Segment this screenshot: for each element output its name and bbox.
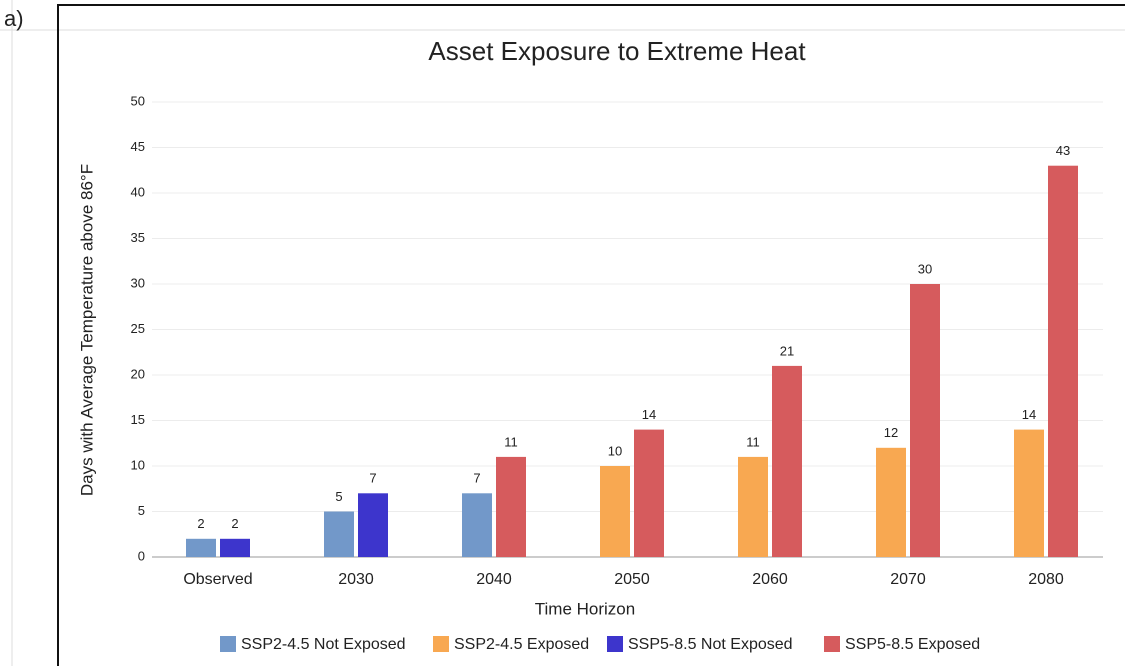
x-tick-label: 2060 — [752, 571, 788, 588]
x-tick-label: 2070 — [890, 571, 926, 588]
x-axis-title: Time Horizon — [535, 599, 635, 618]
value-label: 30 — [918, 261, 932, 276]
bar — [772, 365, 802, 557]
y-tick-label: 0 — [138, 548, 145, 563]
value-label: 43 — [1056, 143, 1070, 158]
bar — [600, 466, 630, 557]
value-label: 5 — [335, 489, 342, 504]
y-tick-label: 20 — [131, 366, 145, 381]
legend-swatch — [433, 636, 449, 652]
chart-title: Asset Exposure to Extreme Heat — [428, 36, 806, 66]
bar — [324, 511, 354, 557]
x-tick-label: 2030 — [338, 571, 374, 588]
value-label: 10 — [608, 443, 622, 458]
value-label: 14 — [1022, 407, 1036, 422]
x-tick-label: Observed — [183, 571, 252, 588]
y-tick-label: 25 — [131, 321, 145, 336]
x-tick-label: 2040 — [476, 571, 512, 588]
bar — [1048, 165, 1078, 557]
legend-label: SSP5-8.5 Exposed — [845, 636, 980, 653]
y-tick-label: 50 — [131, 93, 145, 108]
legend-swatch — [607, 636, 623, 652]
value-label: 12 — [884, 425, 898, 440]
bar — [496, 456, 526, 557]
bar — [186, 538, 216, 557]
bar — [220, 538, 250, 557]
legend-swatch — [824, 636, 840, 652]
value-label: 14 — [642, 407, 656, 422]
legend-label: SSP2-4.5 Exposed — [454, 636, 589, 653]
legend-label: SSP2-4.5 Not Exposed — [241, 636, 406, 653]
bar — [876, 447, 906, 557]
y-tick-label: 5 — [138, 503, 145, 518]
legend-swatch — [220, 636, 236, 652]
bar — [910, 284, 940, 557]
y-tick-label: 35 — [131, 230, 145, 245]
y-tick-label: 40 — [131, 184, 145, 199]
value-label: 7 — [473, 471, 480, 486]
bar — [1014, 429, 1044, 557]
bar — [738, 456, 768, 557]
frame — [57, 4, 1125, 666]
y-tick-label: 30 — [131, 275, 145, 290]
value-label: 11 — [746, 434, 760, 449]
legend-label: SSP5-8.5 Not Exposed — [628, 636, 793, 653]
panel-label: a) — [4, 6, 24, 31]
y-axis-title: Days with Average Temperature above 86°F — [77, 164, 96, 496]
value-label: 11 — [504, 434, 518, 449]
value-label: 2 — [197, 516, 204, 531]
y-tick-label: 15 — [131, 412, 145, 427]
x-tick-label: 2050 — [614, 571, 650, 588]
bar — [462, 493, 492, 557]
value-label: 2 — [231, 516, 238, 531]
bar — [358, 493, 388, 557]
x-tick-label: 2080 — [1028, 571, 1064, 588]
bar — [634, 429, 664, 557]
value-label: 21 — [780, 343, 794, 358]
y-tick-label: 45 — [131, 139, 145, 154]
value-label: 7 — [369, 471, 376, 486]
y-tick-label: 10 — [131, 457, 145, 472]
